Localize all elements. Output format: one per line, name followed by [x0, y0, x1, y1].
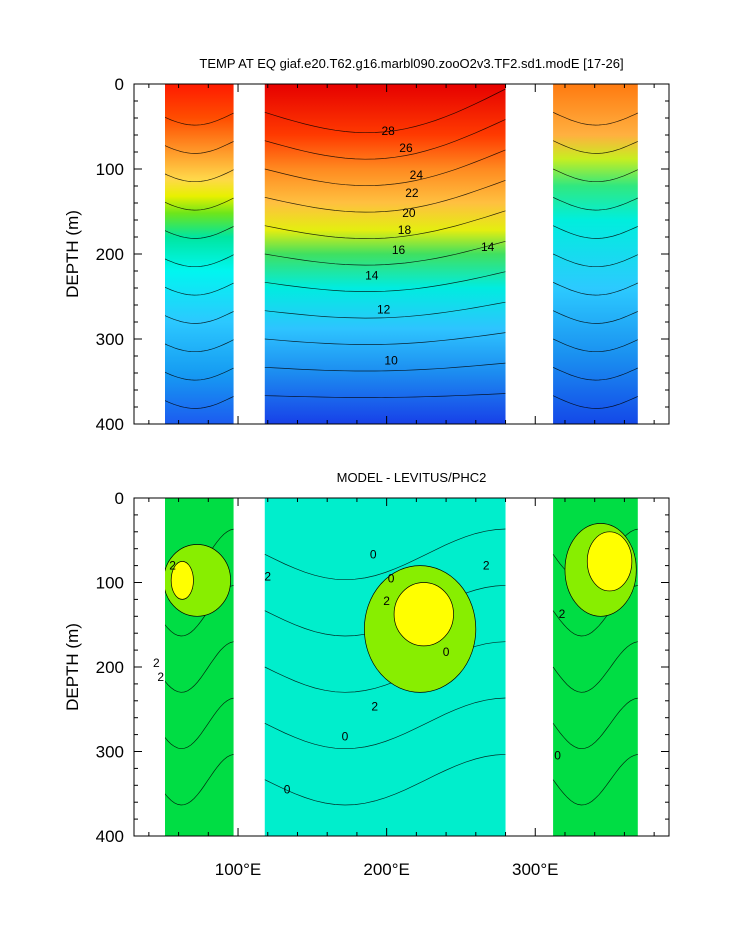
- y-tick-label: 400: [96, 827, 124, 846]
- bottom-panel-title: MODEL - LEVITUS/PHC2: [337, 470, 487, 485]
- contour-label: 2: [383, 594, 390, 608]
- top-contour-line: [165, 282, 234, 296]
- contour-label: 10: [384, 353, 398, 367]
- bottom-y-axis-label: DEPTH (m): [63, 623, 82, 711]
- top-data-segment: [264, 84, 506, 424]
- top-panel-fill: [165, 84, 638, 424]
- contour-label: 16: [392, 243, 406, 257]
- contour-label: 2: [264, 570, 271, 584]
- top-contour-line: [165, 339, 234, 353]
- top-contour-line: [264, 362, 506, 372]
- anomaly-region: [586, 531, 633, 592]
- y-tick-label: 200: [96, 658, 124, 677]
- top-contour-line: [264, 393, 506, 398]
- contour-label: 0: [284, 783, 291, 797]
- top-contour-line: [264, 179, 506, 213]
- y-tick-label: 0: [115, 75, 124, 94]
- contour-label: 26: [399, 141, 413, 155]
- bottom-contour-line: [264, 753, 506, 806]
- anomaly-region: [393, 582, 454, 647]
- contour-label: 0: [388, 571, 395, 585]
- top-contour-line: [264, 210, 506, 239]
- x-tick-label: 300°E: [512, 860, 559, 879]
- contour-label: 0: [443, 645, 450, 659]
- bottom-contour-line: [552, 754, 638, 806]
- contour-label: 14: [481, 240, 495, 254]
- y-tick-label: 300: [96, 330, 124, 349]
- top-contour-line: [552, 310, 638, 324]
- contour-label: 2: [371, 700, 378, 714]
- contour-label: 0: [554, 749, 561, 763]
- contour-label: 2: [483, 559, 490, 573]
- y-tick-label: 200: [96, 245, 124, 264]
- bottom-contour-line: [264, 528, 506, 581]
- contour-label: 0: [342, 729, 349, 743]
- bottom-contour-line: [165, 641, 234, 693]
- top-panel: 0 100 200 300 400 28 26 24 22 20 18 16 14 14 12 10 TEMP …: [63, 56, 670, 434]
- contour-label: 28: [381, 124, 395, 138]
- contour-label: 22: [405, 186, 419, 200]
- top-panel-title: TEMP AT EQ giaf.e20.T62.g16.marbl090.zoo…: [199, 56, 623, 71]
- contour-label: 2: [559, 607, 566, 621]
- top-contour-line: [552, 225, 638, 239]
- x-tick-label: 200°E: [363, 860, 410, 879]
- contour-label: 2: [153, 656, 160, 670]
- bottom-contour-line: [165, 697, 234, 750]
- top-contour-line: [552, 111, 638, 126]
- top-contour-line: [552, 366, 638, 381]
- anomaly-region: [170, 561, 194, 600]
- top-contour-line: [264, 149, 506, 187]
- top-contour-line: [165, 197, 234, 211]
- top-contour-line: [165, 367, 234, 381]
- top-contour-line: [165, 169, 234, 183]
- y-tick-label: 300: [96, 743, 124, 762]
- bottom-contour-line: [264, 697, 506, 750]
- contour-label: 0: [370, 548, 377, 562]
- top-y-axis-label: DEPTH (m): [63, 210, 82, 298]
- contour-label: 12: [377, 302, 391, 316]
- y-tick-label: 0: [115, 489, 124, 508]
- contour-label: 24: [410, 168, 424, 182]
- top-contour-line: [165, 254, 234, 268]
- top-contour-line: [552, 395, 638, 409]
- top-contour-line: [552, 168, 638, 183]
- bottom-contour-line: [165, 754, 234, 806]
- top-contour-line: [552, 253, 638, 268]
- top-contour-line: [552, 196, 638, 211]
- contour-label: 18: [398, 223, 412, 237]
- top-contour-line: [264, 240, 506, 266]
- bottom-panel-fill: [165, 498, 638, 836]
- bottom-contour-line: [552, 641, 638, 693]
- top-contour-line: [552, 140, 638, 154]
- top-contour-line: [264, 301, 506, 319]
- top-contour-line: [165, 141, 234, 154]
- top-contour-line: [552, 281, 638, 296]
- contour-label: 2: [169, 559, 176, 573]
- top-contour-line: [165, 226, 234, 239]
- top-contour-line: [264, 332, 506, 345]
- top-contour-line: [165, 396, 234, 409]
- y-tick-label: 100: [96, 574, 124, 593]
- top-contour-line: [264, 88, 506, 134]
- contour-label: 2: [157, 670, 164, 684]
- top-contour-line: [264, 119, 506, 160]
- top-data-segment: [165, 84, 234, 424]
- contour-label: 14: [365, 268, 379, 282]
- bottom-contour-line: [552, 697, 638, 750]
- y-tick-label: 400: [96, 415, 124, 434]
- top-contour-line: [165, 112, 234, 126]
- x-tick-label: 100°E: [215, 860, 262, 879]
- contour-label: 20: [402, 206, 416, 220]
- top-data-segment: [553, 84, 638, 424]
- top-contour-line: [552, 338, 638, 353]
- top-contour-line: [264, 271, 506, 292]
- y-tick-label: 100: [96, 160, 124, 179]
- top-contour-line: [165, 311, 234, 324]
